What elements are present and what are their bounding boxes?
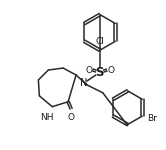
Text: Cl: Cl: [95, 37, 104, 46]
Text: N: N: [80, 78, 88, 88]
Text: O: O: [107, 66, 114, 75]
Text: S: S: [96, 66, 104, 79]
Text: O: O: [68, 113, 75, 122]
Text: O: O: [85, 66, 92, 75]
Text: NH: NH: [41, 113, 54, 122]
Text: Br: Br: [147, 114, 157, 123]
